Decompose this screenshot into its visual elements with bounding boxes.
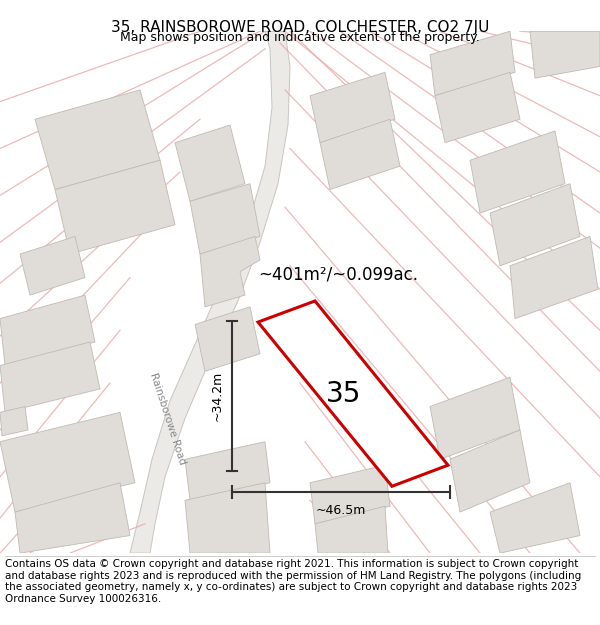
Polygon shape <box>430 378 520 459</box>
Polygon shape <box>510 236 598 319</box>
Polygon shape <box>490 184 580 266</box>
Polygon shape <box>185 442 270 501</box>
Polygon shape <box>200 236 260 307</box>
Polygon shape <box>470 131 565 213</box>
Polygon shape <box>35 90 160 189</box>
Text: ~34.2m: ~34.2m <box>211 371 224 421</box>
Polygon shape <box>175 125 245 201</box>
Text: ~46.5m: ~46.5m <box>316 504 366 517</box>
Polygon shape <box>320 119 400 189</box>
Polygon shape <box>310 465 390 524</box>
Text: Contains OS data © Crown copyright and database right 2021. This information is : Contains OS data © Crown copyright and d… <box>5 559 581 604</box>
Polygon shape <box>0 412 135 512</box>
Polygon shape <box>185 482 270 553</box>
Polygon shape <box>435 72 520 142</box>
Polygon shape <box>0 295 95 366</box>
Polygon shape <box>310 72 395 142</box>
Polygon shape <box>450 430 530 512</box>
Polygon shape <box>315 506 388 553</box>
Polygon shape <box>55 160 175 254</box>
Polygon shape <box>0 342 100 412</box>
Text: ~401m²/~0.099ac.: ~401m²/~0.099ac. <box>258 266 418 283</box>
Text: 35: 35 <box>326 379 361 408</box>
Polygon shape <box>258 301 448 486</box>
Polygon shape <box>0 406 28 436</box>
Polygon shape <box>430 31 515 96</box>
Polygon shape <box>530 31 600 78</box>
Text: 35, RAINSBOROWE ROAD, COLCHESTER, CO2 7JU: 35, RAINSBOROWE ROAD, COLCHESTER, CO2 7J… <box>111 20 489 35</box>
Polygon shape <box>190 184 260 254</box>
Polygon shape <box>130 31 290 553</box>
Polygon shape <box>15 482 130 553</box>
Polygon shape <box>195 307 260 371</box>
Polygon shape <box>20 236 85 295</box>
Text: Map shows position and indicative extent of the property.: Map shows position and indicative extent… <box>120 31 480 44</box>
Text: Rainsborowe Road: Rainsborowe Road <box>148 371 188 466</box>
Polygon shape <box>490 482 580 553</box>
